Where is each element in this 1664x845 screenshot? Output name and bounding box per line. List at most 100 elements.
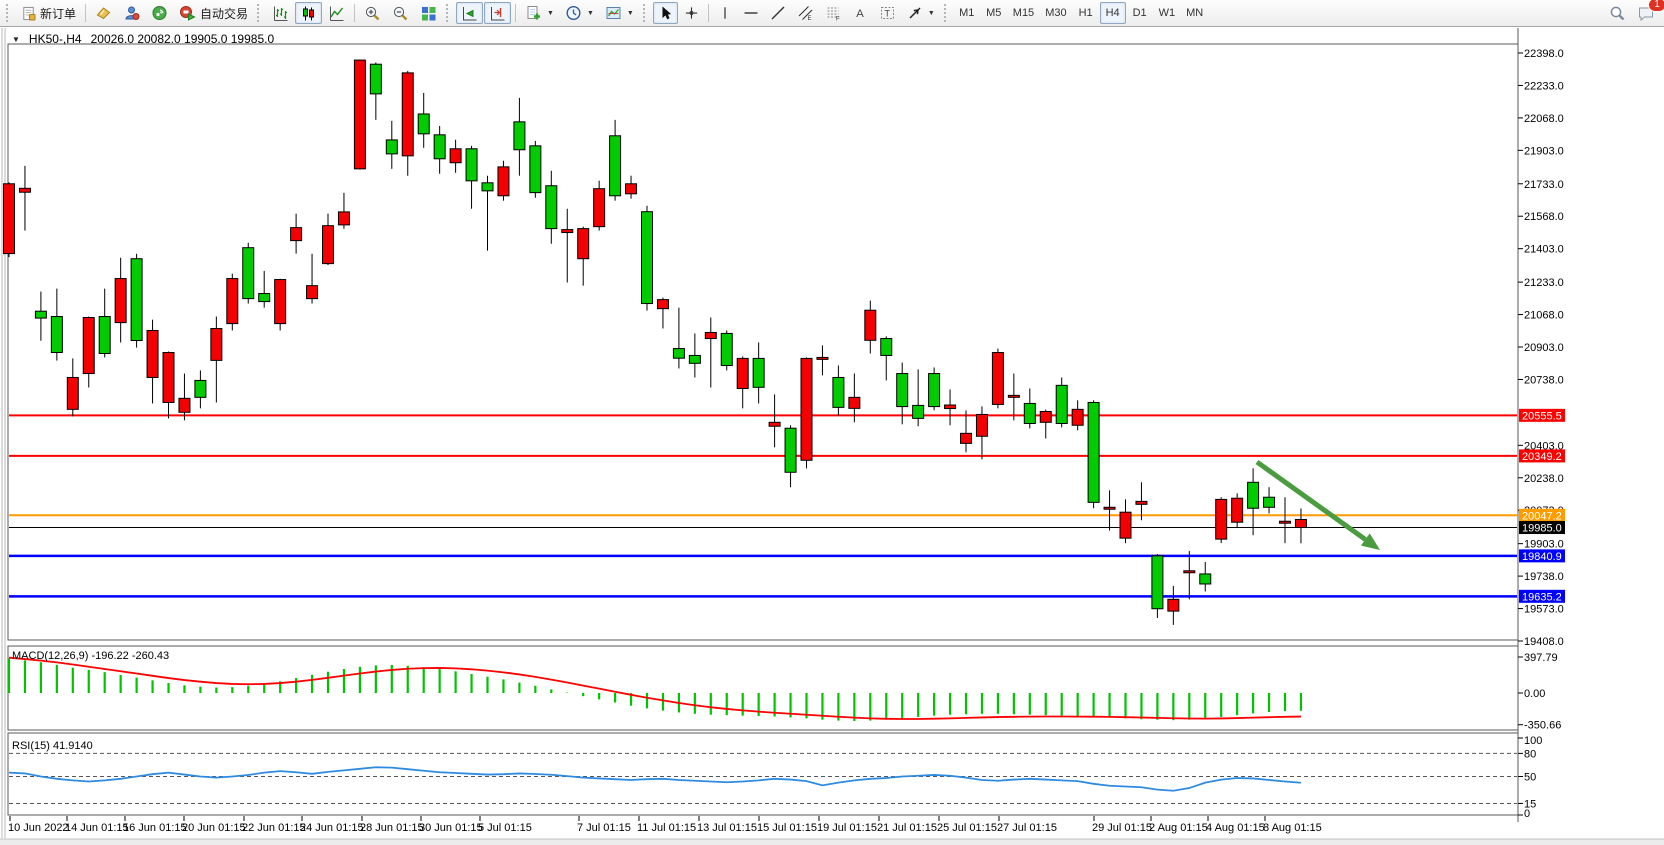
svg-text:E: E [807,16,811,21]
separator [707,4,709,22]
trendline-button[interactable] [765,2,791,24]
toolbar: 新订单 自动交易 [0,0,1664,27]
line-chart-icon [330,6,344,21]
auto-scroll-button[interactable] [456,2,484,24]
timeframe-m30[interactable]: M30 [1040,2,1071,24]
svg-text:8 Aug 01:15: 8 Aug 01:15 [1263,822,1322,834]
auto-trading-label: 自动交易 [200,6,249,21]
vertical-line-icon [724,7,726,19]
svg-text:15 Jul 01:15: 15 Jul 01:15 [757,822,817,834]
crosshair-icon [685,7,697,19]
svg-text:19573.0: 19573.0 [1524,604,1564,616]
svg-text:28 Jun 01:15: 28 Jun 01:15 [360,822,424,834]
timeframe-m5[interactable]: M5 [981,2,1007,24]
svg-text:19840.9: 19840.9 [1522,551,1562,563]
tile-windows-button[interactable] [415,2,442,24]
svg-text:14 Jun 01:15: 14 Jun 01:15 [65,822,129,834]
timeframe-h4[interactable]: H4 [1099,2,1126,24]
svg-text:0: 0 [1524,808,1530,820]
toolbar-grip[interactable] [257,4,263,22]
profile-button[interactable] [118,2,145,24]
svg-text:50: 50 [1524,772,1536,784]
new-chart-icon [527,6,541,20]
chart-shift-button[interactable] [484,2,512,24]
svg-text:2 Aug 01:15: 2 Aug 01:15 [1149,822,1208,834]
separator [515,4,517,22]
timeframe-h1[interactable]: H1 [1073,2,1099,24]
svg-text:21233.0: 21233.0 [1524,277,1564,289]
new-order-icon [23,6,36,21]
ticket-button[interactable] [90,2,117,24]
svg-text:24 Jun 01:15: 24 Jun 01:15 [300,822,364,834]
dropdown-caret-icon: ▼ [586,9,594,17]
crosshair-button[interactable] [679,2,704,24]
svg-text:397.79: 397.79 [1524,652,1558,664]
timeframe-w1[interactable]: W1 [1154,2,1181,24]
toolbar-grip[interactable] [446,4,452,22]
dropdown-caret-icon: ▼ [927,9,935,17]
fibonacci-icon: F [827,7,840,22]
svg-text:21403.0: 21403.0 [1524,244,1564,256]
timeframe-m15[interactable]: M15 [1008,2,1039,24]
candlestick-button[interactable] [295,2,323,24]
svg-text:20403.0: 20403.0 [1524,440,1564,452]
svg-text:20738.0: 20738.0 [1524,374,1564,386]
new-order-label: 新订单 [40,6,77,21]
toolbar-grip[interactable] [6,4,12,22]
line-chart-button[interactable] [323,2,350,24]
signal-button[interactable] [146,2,173,24]
new-chart-button[interactable]: ▼ [520,2,559,24]
shapes-button[interactable]: ▼ [902,2,940,24]
svg-text:11 Jul 01:15: 11 Jul 01:15 [637,822,696,834]
separator [85,4,87,22]
search-icon [1610,6,1625,20]
text-button[interactable]: A [848,2,873,24]
chart-ohlc-values: 20026.0 20082.0 19905.0 19985.0 [90,32,275,46]
chart-collapse-icon[interactable]: ▼ [12,34,20,44]
svg-text:20903.0: 20903.0 [1524,342,1564,354]
svg-text:4 Aug 01:15: 4 Aug 01:15 [1206,822,1265,834]
svg-text:80: 80 [1524,748,1536,760]
svg-text:100: 100 [1524,735,1542,747]
zoom-out-button[interactable] [387,2,414,24]
svg-text:19635.2: 19635.2 [1522,591,1562,603]
dropdown-caret-icon: ▼ [626,9,634,17]
notification-badge[interactable]: 1 [1648,0,1664,12]
timeframe-m1[interactable]: M1 [954,2,980,24]
label-button[interactable]: T [874,2,901,24]
period-button[interactable]: ▼ [560,2,599,24]
svg-text:-350.66: -350.66 [1524,720,1561,732]
svg-text:22233.0: 22233.0 [1524,80,1564,92]
svg-text:5 Jul 01:15: 5 Jul 01:15 [478,822,532,834]
label-icon: T [880,7,894,19]
timeframe-mn[interactable]: MN [1181,2,1208,24]
zoom-in-icon [365,6,380,20]
separator [354,4,356,22]
candles [3,59,1307,625]
horizontal-line-button[interactable] [738,2,764,24]
bar-chart-button[interactable] [267,2,294,24]
template-button[interactable]: ▼ [600,2,639,24]
trendline-icon [771,6,785,20]
search-button[interactable] [1603,2,1631,24]
toolbar-grip[interactable] [943,4,950,22]
cursor-button[interactable] [652,2,678,24]
svg-text:F: F [836,17,840,22]
bar-chart-icon [274,6,288,21]
svg-text:21068.0: 21068.0 [1524,310,1564,322]
channel-icon: E [798,6,813,21]
fibonacci-button[interactable]: F [820,2,847,24]
toolbar-grip[interactable] [642,4,649,22]
vertical-line-button[interactable] [713,2,737,24]
auto-trading-button[interactable]: 自动交易 [174,2,253,24]
zoom-in-button[interactable] [359,2,386,24]
svg-text:20238.0: 20238.0 [1524,473,1564,485]
new-order-button[interactable]: 新订单 [16,2,81,24]
cursor-icon [662,6,672,20]
channel-button[interactable]: E [792,2,819,24]
timeframe-d1[interactable]: D1 [1127,2,1153,24]
svg-text:27 Jul 01:15: 27 Jul 01:15 [997,822,1057,834]
svg-text:15: 15 [1524,798,1536,810]
